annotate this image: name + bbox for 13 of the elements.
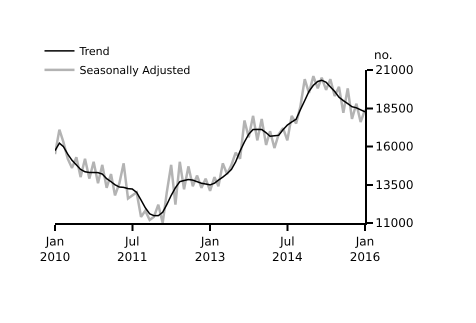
y-tick-label: 11000 <box>375 216 414 230</box>
y-tick-label: 13500 <box>375 178 414 192</box>
y-axis-title: no. <box>374 48 393 62</box>
x-tick-label: Jan 2010 <box>40 234 70 264</box>
x-tick-label: Jul 2011 <box>116 234 148 264</box>
x-tick-label: Jan 2016 <box>350 234 380 264</box>
legend-label: Trend <box>78 45 110 58</box>
legend-label: Seasonally Adjusted <box>80 64 190 78</box>
y-tick-label: 21000 <box>375 63 414 78</box>
y-tick-label: 18500 <box>375 101 414 116</box>
x-tick-label: Jan 2013 <box>194 234 226 264</box>
y-tick-label: 16000 <box>375 140 414 154</box>
x-tick-label: Jul 2014 <box>272 234 303 264</box>
